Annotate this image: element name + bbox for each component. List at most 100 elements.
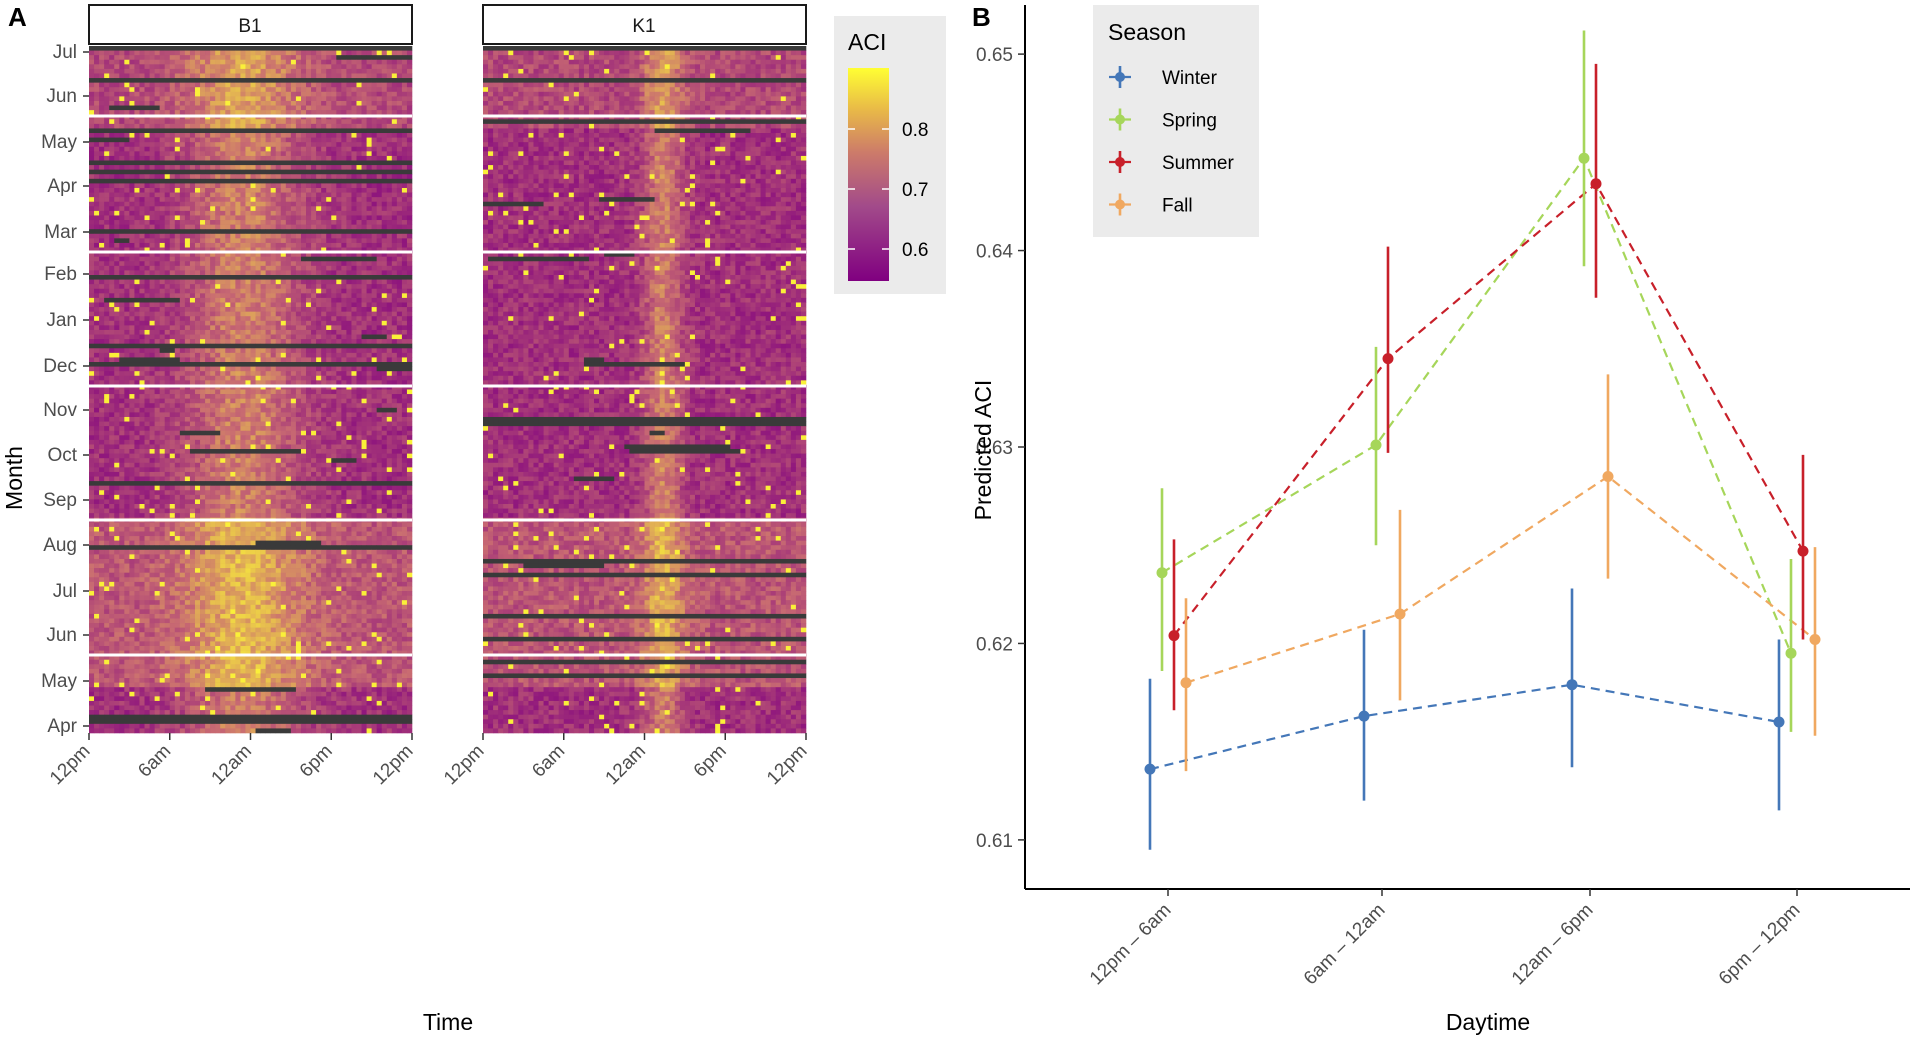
heatmap-cell: [381, 325, 388, 331]
heatmap-cell: [250, 169, 256, 175]
heatmap-cell: [104, 82, 110, 88]
heatmap-cell: [255, 133, 261, 138]
heatmap-cell: [200, 279, 206, 285]
heatmap-cell: [109, 242, 115, 248]
heatmap-cell: [381, 293, 388, 299]
heatmap-cell: [220, 183, 226, 189]
heatmap-cell: [89, 329, 95, 335]
heatmap-cell: [250, 398, 256, 404]
heatmap-cell: [290, 187, 297, 193]
heatmap-cell: [159, 183, 166, 189]
heatmap-cell: [230, 96, 236, 102]
heatmap-cell: [260, 187, 266, 193]
heatmap-cell: [119, 64, 125, 70]
heatmap-cell: [184, 73, 191, 79]
heatmap-cell: [189, 119, 196, 125]
heatmap-cell: [144, 329, 150, 335]
heatmap-cell: [220, 343, 226, 349]
heatmap-cell: [235, 210, 241, 216]
heatmap-cell: [109, 183, 115, 189]
heatmap-cell: [154, 307, 160, 312]
heatmap-cell: [396, 46, 403, 51]
heatmap-cell: [406, 197, 413, 203]
heatmap-cell: [311, 220, 317, 225]
heatmap-cell: [346, 316, 352, 322]
heatmap-cell: [341, 100, 347, 106]
heatmap-cell: [396, 133, 403, 138]
heatmap-cell: [366, 206, 372, 212]
heatmap-cell: [200, 178, 206, 184]
heatmap-cell: [225, 50, 231, 56]
heatmap-cell: [300, 252, 307, 257]
heatmap-cell: [285, 224, 292, 230]
heatmap-cell: [316, 46, 322, 51]
heatmap-cell: [361, 302, 367, 308]
heatmap-cell: [311, 137, 317, 143]
heatmap-cell: [336, 100, 342, 106]
heatmap-cell: [240, 352, 246, 358]
heatmap-cell: [194, 155, 201, 161]
heatmap-cell: [341, 169, 347, 175]
heatmap-cell: [99, 197, 105, 203]
heatmap-cell: [240, 151, 246, 157]
heatmap-cell: [194, 105, 201, 111]
heatmap-cell: [371, 247, 377, 253]
heatmap-cell: [210, 59, 216, 65]
heatmap-cell: [144, 50, 150, 56]
heatmap-cell: [149, 210, 155, 216]
heatmap-cell: [149, 224, 155, 230]
heatmap-cell: [129, 242, 135, 248]
heatmap-cell: [149, 334, 155, 340]
heatmap-cell: [99, 256, 105, 262]
heatmap-cell: [381, 375, 388, 381]
heatmap-cell: [280, 105, 287, 111]
heatmap-cell: [275, 215, 282, 221]
heatmap-cell: [205, 46, 211, 51]
heatmap-cell: [285, 229, 292, 235]
heatmap-cell: [215, 238, 221, 244]
heatmap-cell: [391, 142, 398, 148]
heatmap-cell: [371, 68, 377, 74]
heatmap-cell: [210, 329, 216, 335]
heatmap-cell: [94, 316, 100, 322]
heatmap-cell: [361, 270, 367, 276]
heatmap-cell: [290, 96, 297, 102]
heatmap-cell: [200, 348, 206, 354]
heatmap-cell: [290, 261, 297, 267]
heatmap-cell: [210, 183, 216, 189]
heatmap-cell: [295, 316, 302, 322]
heatmap-cell: [250, 265, 256, 271]
heatmap-cell: [371, 362, 377, 367]
heatmap-cell: [89, 375, 95, 381]
heatmap-cell: [109, 160, 115, 166]
heatmap-cell: [109, 334, 115, 340]
heatmap-cell: [184, 55, 191, 61]
heatmap-cell: [326, 252, 332, 257]
heatmap-cell: [255, 380, 261, 386]
heatmap-cell: [371, 206, 377, 212]
heatmap-cell: [174, 270, 181, 276]
heatmap-cell: [89, 394, 95, 399]
heatmap-cell: [386, 247, 393, 253]
heatmap-cell: [235, 242, 241, 248]
heatmap-cell: [366, 311, 372, 317]
heatmap-cell: [174, 334, 181, 340]
heatmap-cell: [200, 270, 206, 276]
heatmap-cell: [225, 82, 231, 88]
heatmap-cell: [290, 371, 297, 377]
heatmap-cell: [174, 155, 181, 161]
heatmap-cell: [200, 78, 206, 83]
heatmap-cell: [306, 137, 312, 143]
heatmap-cell: [396, 261, 403, 267]
heatmap-cell: [356, 133, 362, 138]
heatmap-cell: [200, 91, 206, 97]
heatmap-cell: [321, 343, 327, 349]
heatmap-cell: [265, 371, 271, 377]
heatmap-cell: [371, 133, 377, 138]
heatmap-cell: [270, 380, 277, 386]
heatmap-cell: [250, 270, 256, 276]
heatmap-cell: [381, 73, 388, 79]
heatmap-cell: [205, 362, 211, 367]
heatmap-cell: [189, 151, 196, 157]
heatmap-cell: [200, 224, 206, 230]
